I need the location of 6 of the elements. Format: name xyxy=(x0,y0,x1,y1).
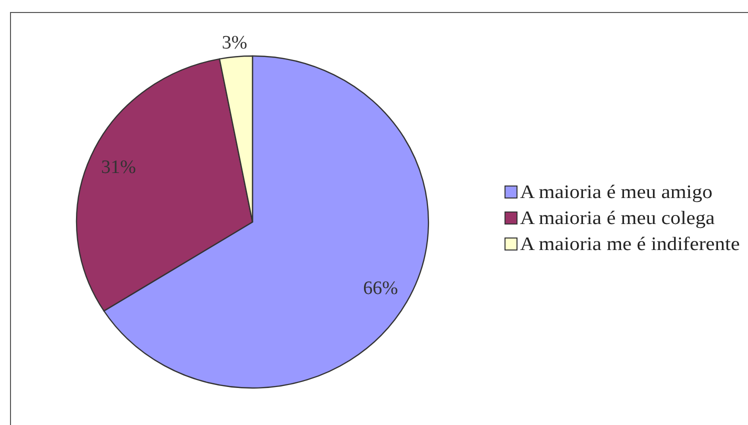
data-label: 31% xyxy=(101,156,136,178)
legend-label: A maioria é meu colega xyxy=(520,207,716,229)
data-label: 66% xyxy=(363,278,398,299)
legend-label: A maioria é meu amigo xyxy=(520,181,713,203)
legend-label: A maioria me é indiferente xyxy=(520,233,740,255)
data-label: 3% xyxy=(222,32,248,54)
